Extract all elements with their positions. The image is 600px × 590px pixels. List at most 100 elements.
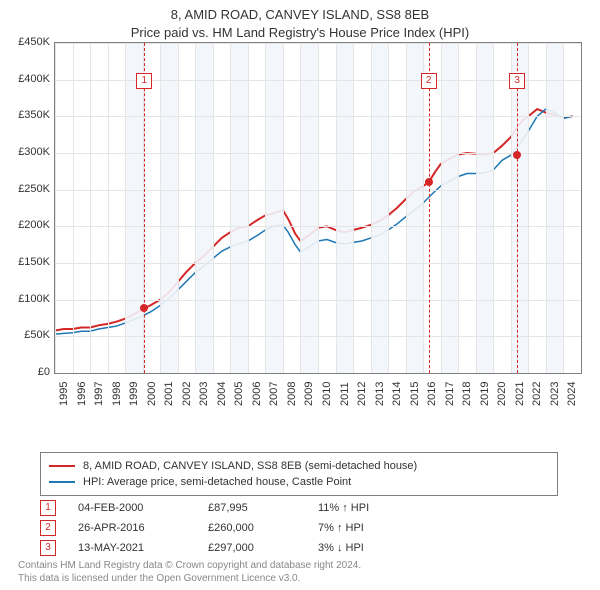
- v-gridline: [318, 43, 319, 373]
- year-band: [125, 43, 143, 373]
- xtick-label: 2004: [216, 382, 228, 406]
- title-block: 8, AMID ROAD, CANVEY ISLAND, SS8 8EB Pri…: [0, 0, 600, 41]
- xtick-label: 2020: [496, 382, 508, 406]
- xtick-label: 2003: [198, 382, 210, 406]
- year-band: [336, 43, 354, 373]
- ytick-label: £450K: [0, 36, 50, 48]
- sale-delta-1: 11% ↑ HPI: [318, 502, 408, 514]
- v-gridline: [406, 43, 407, 373]
- ytick-label: £50K: [0, 329, 50, 341]
- xtick-label: 2023: [549, 382, 561, 406]
- ytick-label: £400K: [0, 73, 50, 85]
- year-band: [406, 43, 424, 373]
- sale-row-1: 1 04-FEB-2000 £87,995 11% ↑ HPI: [40, 498, 408, 518]
- xtick-label: 2010: [321, 382, 333, 406]
- xtick-label: 2019: [479, 382, 491, 406]
- page-root: 8, AMID ROAD, CANVEY ISLAND, SS8 8EB Pri…: [0, 0, 600, 590]
- v-gridline: [476, 43, 477, 373]
- ytick-label: £150K: [0, 256, 50, 268]
- sale-tag-1: 1: [40, 500, 56, 516]
- v-gridline: [388, 43, 389, 373]
- v-gridline: [90, 43, 91, 373]
- sale-tag-3: 3: [40, 540, 56, 556]
- v-gridline: [108, 43, 109, 373]
- event-tag: 2: [421, 73, 437, 89]
- year-band: [546, 43, 564, 373]
- v-gridline: [528, 43, 529, 373]
- v-gridline: [125, 43, 126, 373]
- xtick-label: 2001: [163, 382, 175, 406]
- xtick-label: 2024: [566, 382, 578, 406]
- xtick-label: 1995: [58, 382, 70, 406]
- sale-tag-2: 2: [40, 520, 56, 536]
- xtick-label: 2015: [409, 382, 421, 406]
- v-gridline: [458, 43, 459, 373]
- year-band: [371, 43, 389, 373]
- v-gridline: [563, 43, 564, 373]
- sale-delta-2: 7% ↑ HPI: [318, 522, 408, 534]
- xtick-label: 2005: [233, 382, 245, 406]
- sale-date-3: 13-MAY-2021: [78, 542, 208, 554]
- xtick-label: 1998: [111, 382, 123, 406]
- v-gridline: [265, 43, 266, 373]
- ytick-label: £200K: [0, 219, 50, 231]
- xtick-label: 2017: [444, 382, 456, 406]
- v-gridline: [283, 43, 284, 373]
- sale-date-1: 04-FEB-2000: [78, 502, 208, 514]
- sale-price-1: £87,995: [208, 502, 318, 514]
- v-gridline: [493, 43, 494, 373]
- year-band: [195, 43, 213, 373]
- ytick-label: £350K: [0, 109, 50, 121]
- v-gridline: [353, 43, 354, 373]
- v-gridline: [178, 43, 179, 373]
- chart-plot-area: 1 2 3: [54, 42, 582, 374]
- year-band: [230, 43, 248, 373]
- ytick-label: £300K: [0, 146, 50, 158]
- v-gridline: [195, 43, 196, 373]
- xtick-label: 2022: [531, 382, 543, 406]
- attribution-line-1: Contains HM Land Registry data © Crown c…: [18, 560, 582, 573]
- xtick-label: 2002: [181, 382, 193, 406]
- event-dot: [140, 304, 148, 312]
- event-tag: 3: [509, 73, 525, 89]
- year-band: [300, 43, 318, 373]
- xtick-label: 1996: [76, 382, 88, 406]
- v-gridline: [160, 43, 161, 373]
- year-band: [265, 43, 283, 373]
- legend-label-2: HPI: Average price, semi-detached house,…: [83, 476, 351, 488]
- xtick-label: 2018: [461, 382, 473, 406]
- year-band: [476, 43, 494, 373]
- sale-delta-3: 3% ↓ HPI: [318, 542, 408, 554]
- xtick-label: 2007: [268, 382, 280, 406]
- xtick-label: 2000: [146, 382, 158, 406]
- legend-swatch-2: [49, 481, 75, 483]
- v-gridline: [441, 43, 442, 373]
- v-gridline: [423, 43, 424, 373]
- v-gridline: [300, 43, 301, 373]
- sale-row-2: 2 26-APR-2016 £260,000 7% ↑ HPI: [40, 518, 408, 538]
- legend-label-1: 8, AMID ROAD, CANVEY ISLAND, SS8 8EB (se…: [83, 460, 417, 472]
- v-gridline: [213, 43, 214, 373]
- xtick-label: 2006: [251, 382, 263, 406]
- sale-row-3: 3 13-MAY-2021 £297,000 3% ↓ HPI: [40, 538, 408, 558]
- chart-outer: 123 £0£50K£100K£150K£200K£250K£300K£350K…: [0, 42, 600, 412]
- year-band: [511, 43, 529, 373]
- xtick-label: 1997: [93, 382, 105, 406]
- xtick-label: 2008: [286, 382, 298, 406]
- legend-row-1: 8, AMID ROAD, CANVEY ISLAND, SS8 8EB (se…: [49, 458, 549, 474]
- title-line-1: 8, AMID ROAD, CANVEY ISLAND, SS8 8EB: [0, 6, 600, 24]
- legend-swatch-1: [49, 465, 75, 467]
- legend-row-2: HPI: Average price, semi-detached house,…: [49, 474, 549, 490]
- sale-date-2: 26-APR-2016: [78, 522, 208, 534]
- event-dot: [513, 151, 521, 159]
- legend-box: 8, AMID ROAD, CANVEY ISLAND, SS8 8EB (se…: [40, 452, 558, 496]
- title-line-2: Price paid vs. HM Land Registry's House …: [0, 24, 600, 42]
- event-tag: 1: [136, 73, 152, 89]
- xtick-label: 2021: [514, 382, 526, 406]
- event-line: [144, 43, 145, 373]
- ytick-label: £100K: [0, 293, 50, 305]
- v-gridline: [546, 43, 547, 373]
- event-line: [517, 43, 518, 373]
- xtick-label: 2011: [339, 382, 351, 406]
- sale-price-2: £260,000: [208, 522, 318, 534]
